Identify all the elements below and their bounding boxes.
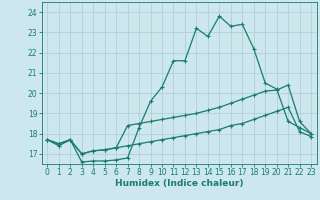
- X-axis label: Humidex (Indice chaleur): Humidex (Indice chaleur): [115, 179, 244, 188]
